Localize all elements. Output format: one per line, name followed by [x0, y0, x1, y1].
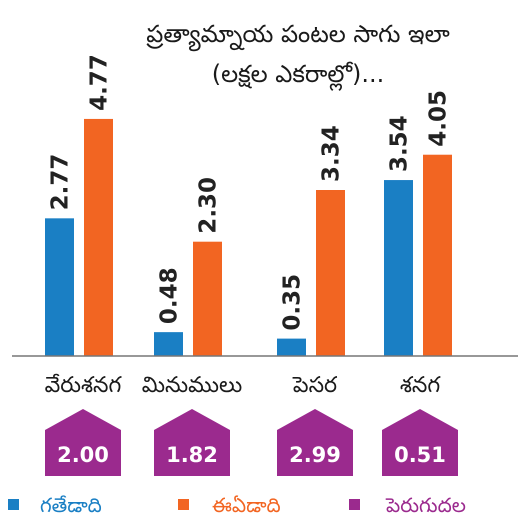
value-label: 3.34: [319, 125, 345, 182]
value-label: 2.77: [48, 154, 74, 211]
legend-swatch: [8, 499, 19, 510]
value-label: 0.48: [157, 267, 183, 324]
value-label: 4.77: [87, 54, 113, 111]
value-label: 4.05: [426, 90, 452, 147]
increase-badge: [382, 409, 458, 476]
bar-this-year-0: [84, 118, 113, 356]
value-label: 0.35: [280, 274, 306, 331]
bar-last-year-3: [384, 180, 413, 356]
legend-swatch: [349, 499, 360, 510]
bar-this-year-3: [423, 154, 452, 356]
increase-value: 0.51: [394, 443, 446, 467]
category-label: శనగ: [400, 373, 442, 398]
increase-badge: [45, 409, 121, 476]
increase-badge: [277, 409, 353, 476]
value-label: 2.30: [196, 177, 222, 234]
legend-label: గతేడాది: [40, 493, 102, 517]
bar-this-year-1: [193, 241, 222, 356]
chart-subtitle: (లక్షల ఎకరాల్లో)...: [212, 60, 385, 91]
bar-last-year-0: [45, 218, 74, 356]
increase-value: 1.82: [166, 443, 218, 467]
value-label: 3.54: [387, 115, 413, 172]
category-label: పెసర: [292, 373, 338, 398]
legend-swatch: [178, 499, 189, 510]
bar-this-year-2: [316, 190, 345, 356]
increase-badge: [154, 409, 230, 476]
increase-value: 2.00: [57, 443, 109, 467]
category-label: మినుములు: [142, 373, 242, 398]
bar-last-year-1: [154, 332, 183, 356]
category-label: వేరుశనగ: [45, 373, 123, 398]
legend-label: ఈఏడాది: [212, 493, 281, 517]
increase-value: 2.99: [289, 443, 341, 467]
bar-last-year-2: [277, 338, 306, 356]
increase-layer: 2.00 1.82 2.99 0.51: [45, 409, 458, 476]
chart-title: ప్రత్యామ్నాయ పంటల సాగు ఇలా: [146, 20, 449, 52]
legend: గతేడాది ఈఏడాది పెరుగుదల: [8, 493, 466, 517]
legend-label: పెరుగుదల: [385, 493, 466, 517]
bars-layer: [45, 118, 452, 356]
labels-layer: 2.77 4.77 వేరుశనగ 0.48 2.30 మినుములు 0.35 3.34 ప…: [45, 54, 452, 398]
